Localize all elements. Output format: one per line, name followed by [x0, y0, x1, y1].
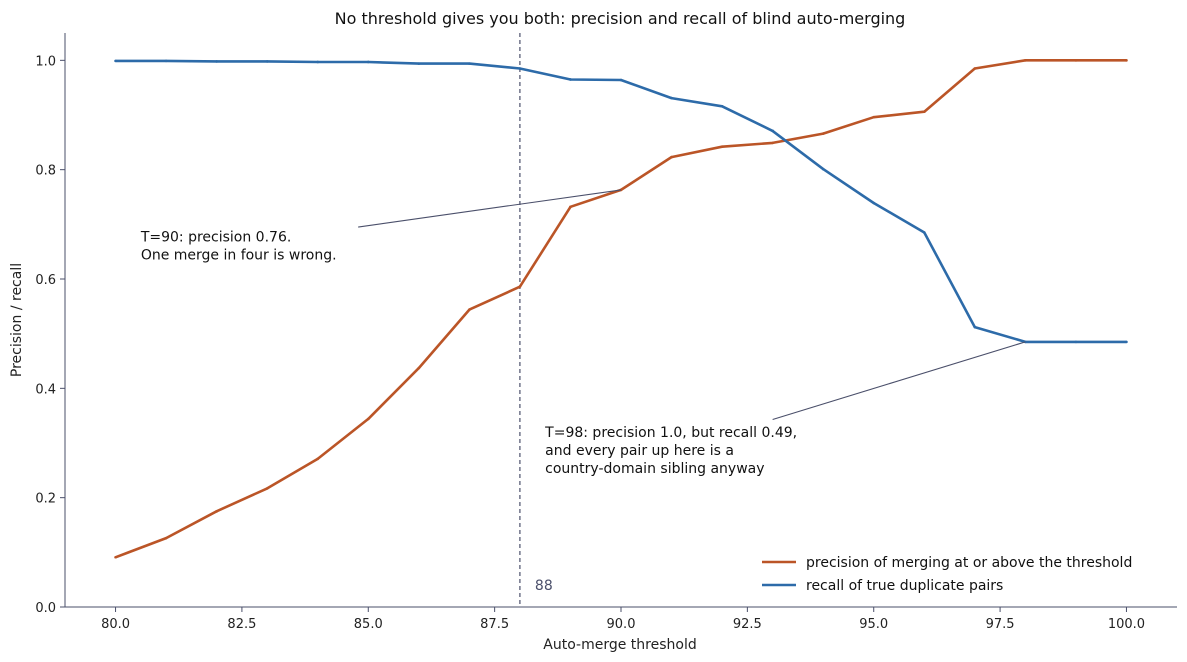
x-tick-label: 87.5: [480, 617, 509, 632]
precision-point: [468, 308, 471, 311]
chart-title: No threshold gives you both: precision a…: [335, 9, 906, 28]
recall-point: [670, 96, 673, 100]
recall-point: [518, 67, 522, 70]
precision-series-line: [115, 58, 1127, 559]
recall-point: [114, 59, 117, 63]
precision-point: [1125, 59, 1128, 62]
precision-point: [215, 510, 218, 513]
x-tick-label: 97.5: [986, 617, 1015, 632]
recall-point: [1125, 340, 1128, 344]
x-tick-label: 92.5: [733, 617, 762, 632]
recall-point: [316, 60, 320, 64]
threshold-label: 88: [535, 578, 553, 594]
precision-point: [872, 115, 876, 119]
y-tick-label: 1.0: [35, 54, 56, 69]
recall-point: [1074, 340, 1078, 344]
x-tick-label: 82.5: [227, 617, 256, 632]
recall-point: [265, 60, 269, 63]
recall-point: [771, 129, 774, 133]
recall-point: [569, 78, 572, 81]
precision-point: [1024, 59, 1027, 62]
legend-recall-label: recall of true duplicate pairs: [806, 578, 1003, 594]
recall-point: [468, 62, 471, 65]
recall-point: [619, 78, 623, 82]
precision-point: [265, 487, 269, 490]
precision-point: [114, 555, 117, 559]
precision-point: [922, 110, 926, 114]
precision-point: [518, 285, 522, 288]
annotation-text: One merge in four is wrong.: [141, 247, 337, 263]
x-tick-label: 85.0: [354, 617, 383, 632]
annotation-pointer: [772, 341, 1026, 421]
recall-point: [215, 60, 218, 63]
precision-point: [771, 141, 774, 145]
annotation-text: country-domain sibling anyway: [545, 461, 764, 477]
recall-point: [366, 60, 370, 64]
y-tick-label: 0.4: [35, 382, 56, 397]
annotation-pointer: [358, 189, 622, 228]
precision-point: [720, 145, 724, 149]
recall-point: [973, 325, 977, 329]
y-tick-label: 0.0: [35, 601, 56, 616]
legend: precision of merging at or above the thr…: [762, 555, 1132, 594]
x-tick-label: 90.0: [607, 617, 636, 632]
precision-point: [366, 417, 370, 421]
precision-point: [973, 67, 977, 70]
recall-point: [872, 201, 876, 205]
y-tick-label: 0.2: [35, 492, 56, 507]
annotation-text: T=90: precision 0.76.: [140, 229, 292, 245]
recall-point: [417, 62, 421, 65]
y-axis-label: Precision / recall: [9, 263, 25, 377]
legend-precision-label: precision of merging at or above the thr…: [806, 555, 1132, 571]
recall-series-line: [115, 59, 1127, 344]
precision-point: [670, 155, 673, 159]
annotation-text: and every pair up here is a: [545, 443, 734, 459]
precision-point: [569, 205, 572, 209]
recall-point: [821, 167, 825, 171]
annotation-text: T=98: precision 1.0, but recall 0.49,: [544, 425, 797, 441]
recall-point: [922, 231, 926, 234]
x-tick-label: 100.0: [1108, 617, 1145, 632]
precision-point: [164, 536, 168, 540]
x-tick-label: 80.0: [101, 617, 130, 632]
recall-point: [164, 59, 168, 63]
x-axis-label: Auto-merge threshold: [543, 637, 696, 653]
recall-point: [720, 104, 724, 108]
precision-point: [821, 132, 825, 135]
precision-point: [1074, 59, 1078, 62]
y-tick-label: 0.6: [35, 273, 56, 288]
precision-point: [417, 366, 421, 370]
y-tick-label: 0.8: [35, 164, 56, 179]
precision-point: [316, 457, 320, 461]
x-tick-label: 95.0: [859, 617, 888, 632]
